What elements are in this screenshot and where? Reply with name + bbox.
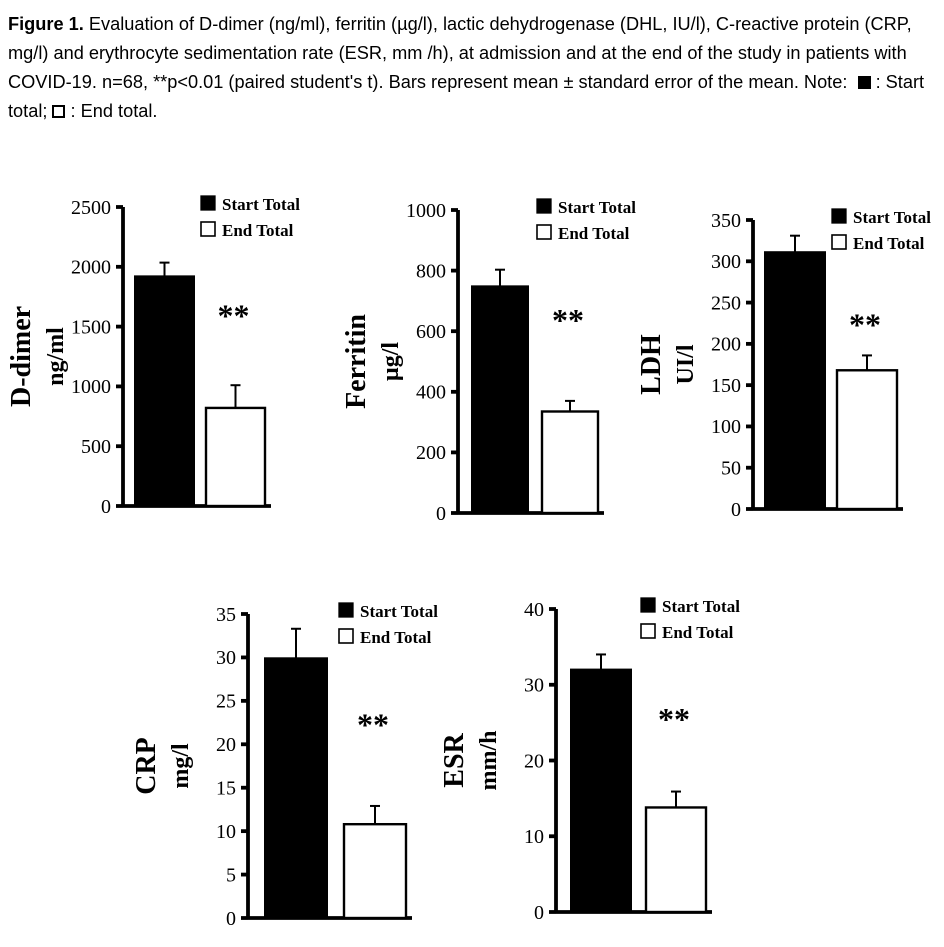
svg-text:mm/h: mm/h bbox=[476, 731, 502, 791]
svg-text:30: 30 bbox=[216, 647, 236, 669]
svg-text:End Total: End Total bbox=[360, 628, 432, 647]
svg-text:20: 20 bbox=[524, 750, 544, 772]
svg-text:1000: 1000 bbox=[406, 200, 446, 222]
svg-text:Start Total: Start Total bbox=[558, 198, 636, 217]
svg-text:0: 0 bbox=[436, 503, 446, 525]
svg-text:LDH: LDH bbox=[636, 334, 667, 395]
svg-text:350: 350 bbox=[711, 210, 741, 232]
svg-text:End Total: End Total bbox=[853, 234, 925, 253]
svg-text:0: 0 bbox=[226, 908, 236, 930]
svg-text:Start Total: Start Total bbox=[222, 195, 300, 214]
svg-text:10: 10 bbox=[216, 821, 236, 843]
svg-text:5: 5 bbox=[226, 864, 236, 886]
svg-text:**: ** bbox=[218, 298, 250, 334]
svg-text:40: 40 bbox=[524, 599, 544, 621]
svg-text:**: ** bbox=[849, 307, 881, 343]
svg-text:0: 0 bbox=[101, 496, 111, 518]
svg-text:2000: 2000 bbox=[71, 257, 111, 279]
svg-text:**: ** bbox=[357, 707, 389, 743]
svg-text:0: 0 bbox=[534, 902, 544, 924]
svg-text:200: 200 bbox=[416, 442, 446, 464]
svg-text:µg/l: µg/l bbox=[378, 342, 404, 381]
svg-text:ESR: ESR bbox=[439, 732, 470, 787]
svg-text:0: 0 bbox=[731, 499, 741, 521]
svg-text:35: 35 bbox=[216, 604, 236, 626]
svg-text:Start Total: Start Total bbox=[853, 208, 931, 227]
svg-text:D-dimer: D-dimer bbox=[6, 306, 37, 407]
svg-text:25: 25 bbox=[216, 691, 236, 713]
svg-text:10: 10 bbox=[524, 826, 544, 848]
svg-text:ng/ml: ng/ml bbox=[43, 327, 69, 386]
svg-text:500: 500 bbox=[81, 436, 111, 458]
svg-text:**: ** bbox=[552, 302, 584, 338]
svg-text:250: 250 bbox=[711, 292, 741, 314]
svg-text:1000: 1000 bbox=[71, 376, 111, 398]
svg-text:15: 15 bbox=[216, 778, 236, 800]
svg-text:End Total: End Total bbox=[558, 224, 630, 243]
svg-text:400: 400 bbox=[416, 382, 446, 404]
svg-text:2500: 2500 bbox=[71, 197, 111, 219]
svg-text:End Total: End Total bbox=[662, 623, 734, 642]
svg-text:300: 300 bbox=[711, 251, 741, 273]
svg-text:20: 20 bbox=[216, 734, 236, 756]
svg-text:50: 50 bbox=[721, 458, 741, 480]
svg-text:mg/l: mg/l bbox=[168, 743, 194, 789]
svg-text:End Total: End Total bbox=[222, 221, 294, 240]
svg-text:200: 200 bbox=[711, 334, 741, 356]
svg-text:150: 150 bbox=[711, 375, 741, 397]
svg-text:Start Total: Start Total bbox=[360, 602, 438, 621]
svg-text:30: 30 bbox=[524, 675, 544, 697]
svg-text:100: 100 bbox=[711, 416, 741, 438]
svg-text:Start Total: Start Total bbox=[662, 597, 740, 616]
svg-text:600: 600 bbox=[416, 321, 446, 343]
svg-text:Ferritin: Ferritin bbox=[341, 314, 372, 409]
svg-text:800: 800 bbox=[416, 260, 446, 282]
svg-text:UI/l: UI/l bbox=[673, 344, 699, 384]
svg-text:CRP: CRP bbox=[131, 737, 162, 795]
svg-text:1500: 1500 bbox=[71, 316, 111, 338]
svg-text:**: ** bbox=[658, 701, 690, 737]
